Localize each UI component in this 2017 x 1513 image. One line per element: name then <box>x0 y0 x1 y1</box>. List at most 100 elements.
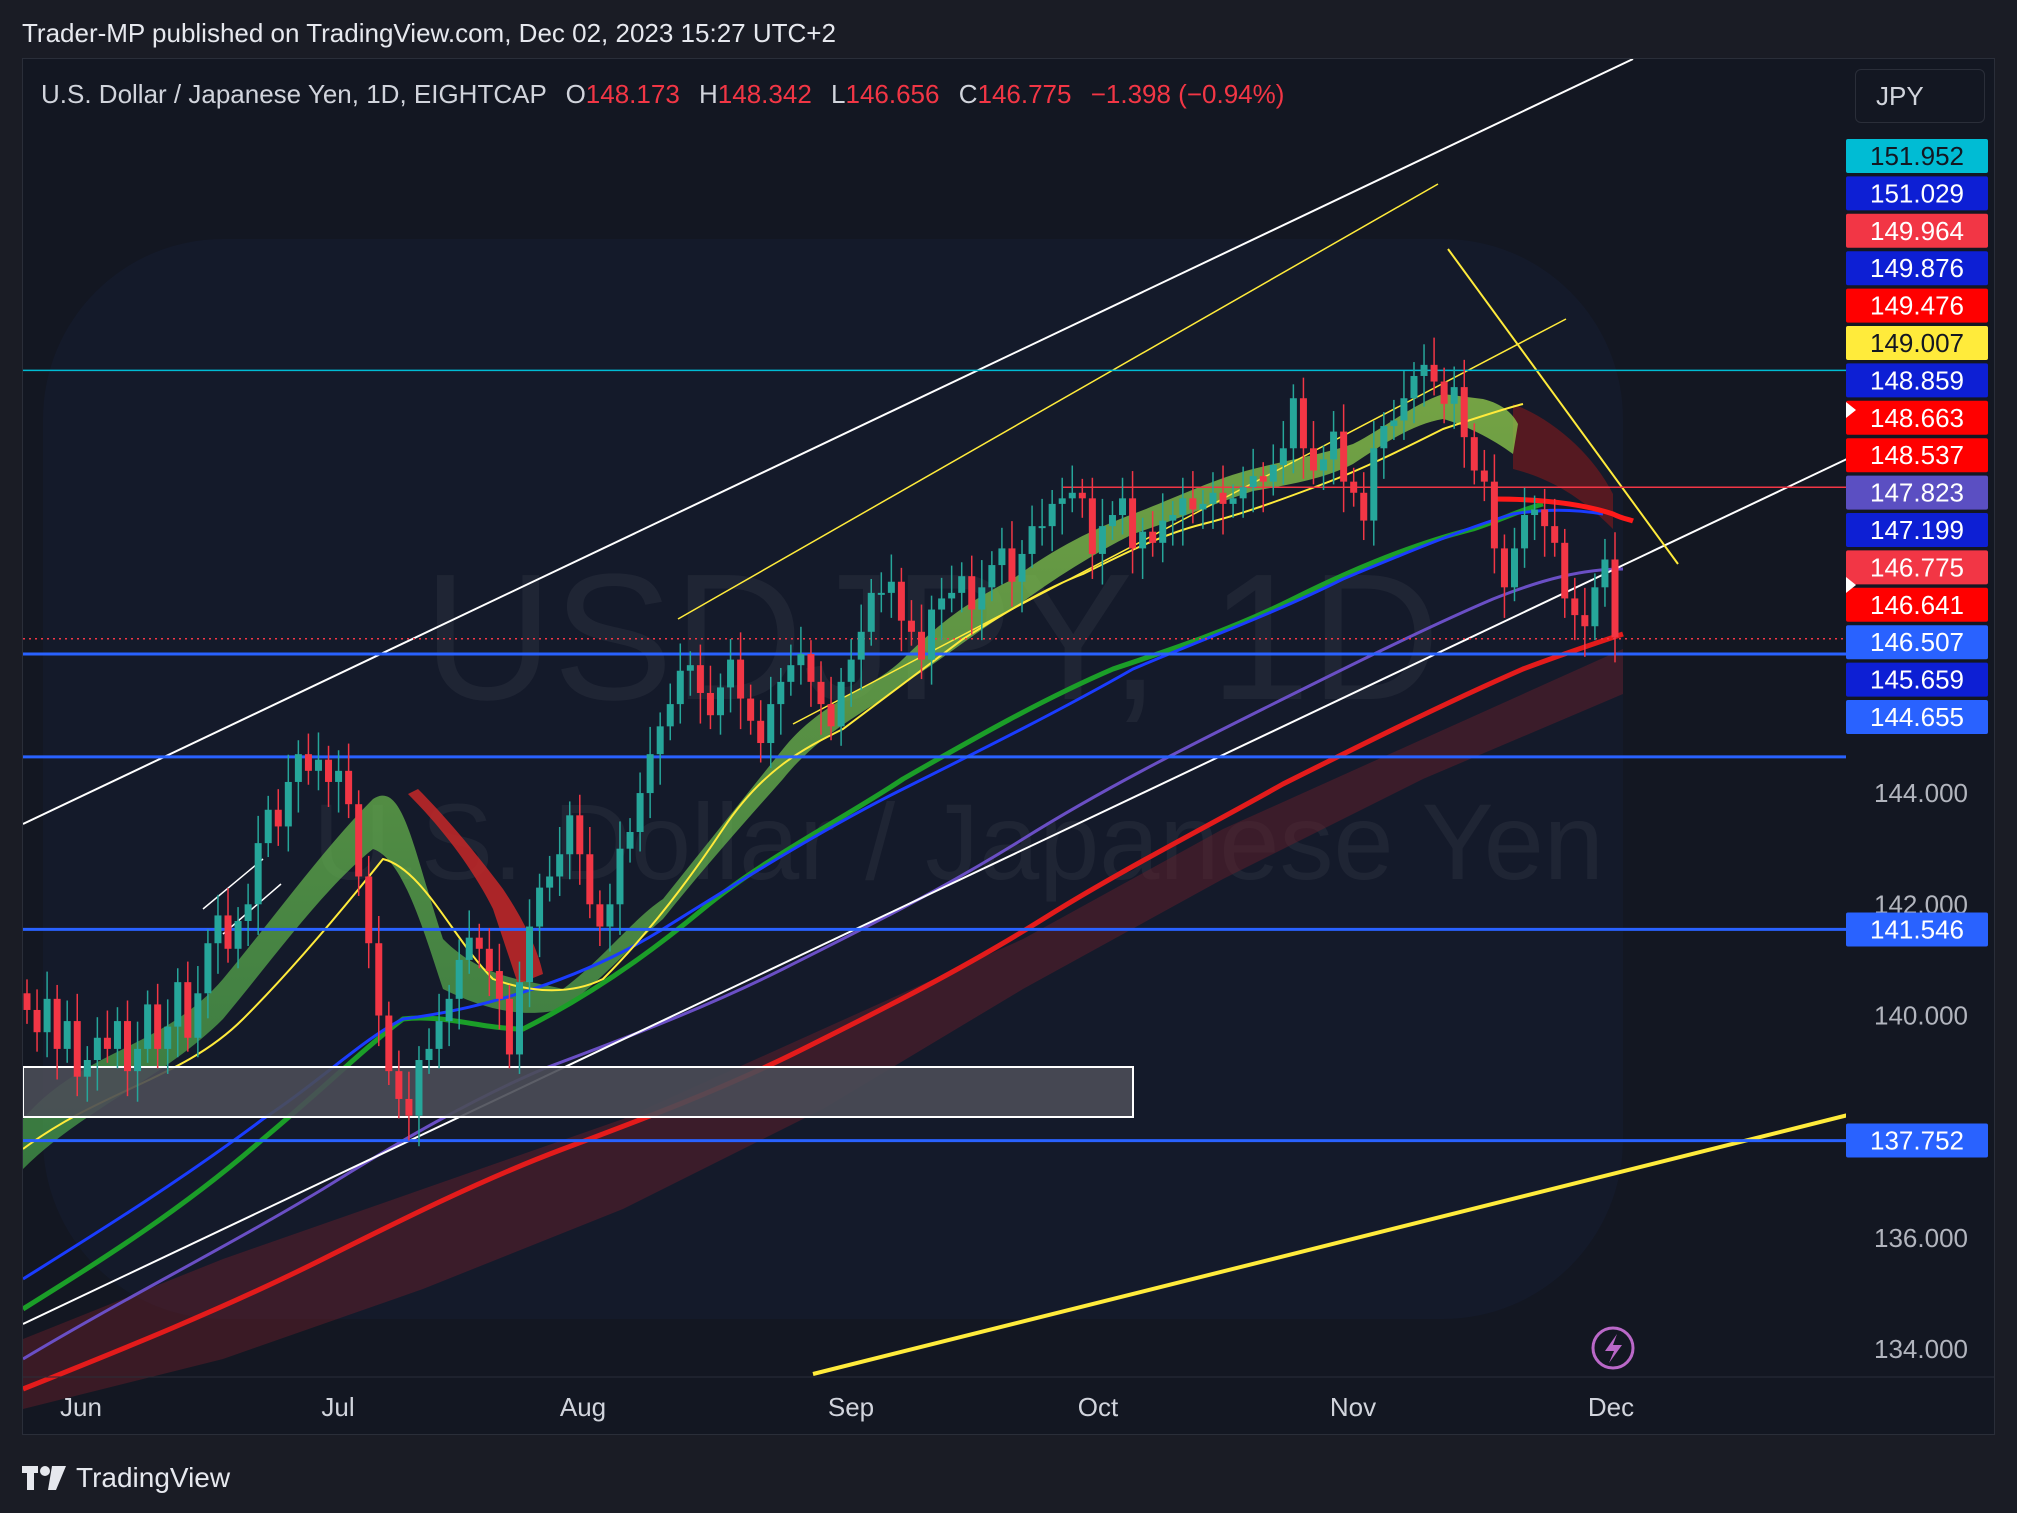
price-label[interactable]: 146.775 <box>1846 550 1988 585</box>
price-label[interactable]: 148.859 <box>1846 363 1988 398</box>
candle[interactable] <box>737 632 745 730</box>
candle[interactable] <box>988 551 996 602</box>
candle[interactable] <box>1068 465 1076 513</box>
candle[interactable] <box>405 1071 413 1141</box>
candle[interactable] <box>827 676 835 741</box>
candle[interactable] <box>1400 370 1408 440</box>
candle[interactable] <box>304 733 312 785</box>
candle[interactable] <box>907 600 915 646</box>
candle[interactable] <box>978 560 986 641</box>
candle[interactable] <box>847 639 855 707</box>
candle[interactable] <box>224 888 232 963</box>
candle[interactable] <box>656 712 664 785</box>
price-label[interactable]: 148.663 <box>1846 400 1988 435</box>
candle[interactable] <box>616 821 624 935</box>
candle[interactable] <box>1189 471 1197 524</box>
candle[interactable] <box>576 794 584 885</box>
candle[interactable] <box>415 1046 423 1147</box>
candle[interactable] <box>385 1001 393 1086</box>
candle[interactable] <box>998 527 1006 585</box>
price-label[interactable]: 141.546 <box>1846 912 1988 947</box>
candle[interactable] <box>817 661 825 735</box>
candle[interactable] <box>23 979 31 1024</box>
candle[interactable] <box>1159 493 1167 563</box>
symbol-legend[interactable]: U.S. Dollar / Japanese Yen, 1D, EIGHTCAP… <box>41 79 1284 110</box>
candle[interactable] <box>1460 359 1468 468</box>
candle[interactable] <box>144 990 152 1063</box>
price-label[interactable]: 145.659 <box>1846 662 1988 697</box>
candle[interactable] <box>1129 471 1137 574</box>
candle[interactable] <box>1360 472 1368 541</box>
candle[interactable] <box>1541 488 1549 557</box>
candle[interactable] <box>1320 445 1328 490</box>
candle[interactable] <box>244 883 252 947</box>
candle[interactable] <box>1350 467 1358 507</box>
candle[interactable] <box>1531 495 1539 541</box>
candle[interactable] <box>1500 534 1508 618</box>
candle[interactable] <box>938 577 946 641</box>
candle[interactable] <box>1611 532 1619 663</box>
candle[interactable] <box>546 855 554 902</box>
candle[interactable] <box>33 989 41 1052</box>
candle[interactable] <box>264 795 272 858</box>
candle[interactable] <box>1239 466 1247 518</box>
price-label[interactable]: 147.199 <box>1846 513 1988 547</box>
candle[interactable] <box>526 899 534 1008</box>
price-label[interactable]: 149.876 <box>1846 251 1988 286</box>
candle[interactable] <box>1390 399 1398 440</box>
candle[interactable] <box>897 567 905 652</box>
candle[interactable] <box>1601 538 1609 607</box>
candle[interactable] <box>606 883 614 952</box>
candle[interactable] <box>1038 498 1046 546</box>
candle[interactable] <box>837 667 845 746</box>
price-label[interactable]: 147.823 <box>1846 475 1988 510</box>
candle[interactable] <box>93 1017 101 1091</box>
candle[interactable] <box>154 983 162 1069</box>
candle[interactable] <box>375 915 383 1047</box>
price-label[interactable]: 137.752 <box>1846 1123 1988 1158</box>
candle[interactable] <box>214 894 222 974</box>
candle[interactable] <box>1048 489 1056 552</box>
candle[interactable] <box>234 907 242 969</box>
candle[interactable] <box>254 815 262 935</box>
lightning-bolt-icon[interactable] <box>1591 1326 1635 1370</box>
candle[interactable] <box>676 643 684 724</box>
candle[interactable] <box>395 1050 403 1119</box>
candle[interactable] <box>204 929 212 1019</box>
candle[interactable] <box>807 640 815 707</box>
candle[interactable] <box>1309 421 1317 485</box>
candle[interactable] <box>1370 421 1378 546</box>
candle[interactable] <box>666 683 674 741</box>
candle[interactable] <box>1571 577 1579 641</box>
candle[interactable] <box>1430 337 1438 396</box>
candle[interactable] <box>1470 423 1478 485</box>
price-label[interactable]: 146.641 <box>1846 587 1988 622</box>
candle[interactable] <box>113 1007 121 1069</box>
candle[interactable] <box>958 562 966 613</box>
candle[interactable] <box>797 626 805 685</box>
candle[interactable] <box>706 665 714 730</box>
candle[interactable] <box>686 651 694 696</box>
candle[interactable] <box>73 993 81 1097</box>
candle[interactable] <box>83 1046 91 1102</box>
candle[interactable] <box>1380 412 1388 479</box>
candle[interactable] <box>1088 477 1096 579</box>
price-label[interactable]: 146.507 <box>1846 625 1988 660</box>
candle[interactable] <box>465 910 473 974</box>
candle[interactable] <box>1098 498 1106 585</box>
candle[interactable] <box>1551 498 1559 557</box>
candle[interactable] <box>646 726 654 819</box>
candle[interactable] <box>284 754 292 852</box>
candle[interactable] <box>314 732 322 791</box>
candle[interactable] <box>1510 527 1518 602</box>
candle[interactable] <box>174 968 182 1058</box>
candle[interactable] <box>1490 454 1498 574</box>
candle[interactable] <box>1108 501 1116 541</box>
candle[interactable] <box>536 873 544 958</box>
candle[interactable] <box>1229 484 1237 518</box>
candle[interactable] <box>475 923 483 969</box>
candle[interactable] <box>757 700 765 763</box>
candle[interactable] <box>747 684 755 735</box>
candle[interactable] <box>1139 517 1147 579</box>
price-label[interactable]: 149.007 <box>1846 326 1988 360</box>
